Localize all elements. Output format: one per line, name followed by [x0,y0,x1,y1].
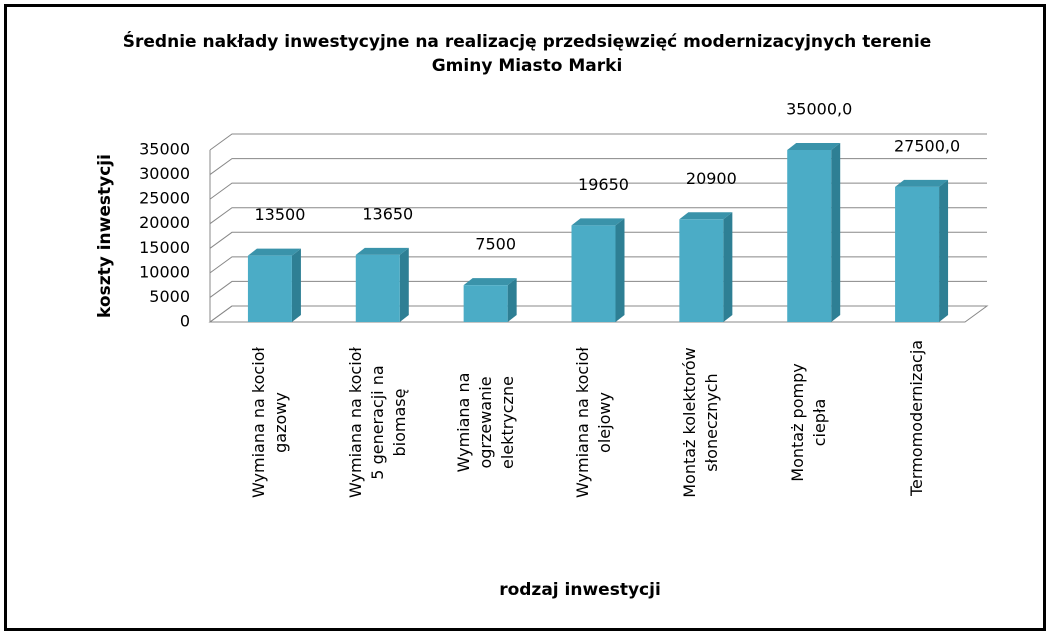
bar [679,219,724,322]
x-tick-label: Wymiana na kocioł gazowy [248,347,290,498]
grid-line [209,207,987,225]
bar-top [463,278,517,286]
y-tick-label: 25000 [139,189,190,208]
bar-top [355,247,409,255]
x-tick-label: Termomodernizacja [907,339,927,496]
bar [463,285,508,322]
bar-top [679,212,733,220]
bar-side [291,248,301,322]
grid-line [209,256,987,274]
bar-top [571,218,625,226]
grid-line [209,158,987,175]
y-tick-label: 0 [180,312,190,331]
y-tick-label: 20000 [139,213,190,232]
y-tick-label: 35000 [139,140,190,159]
grid-line [209,182,987,200]
y-axis-label: koszty inwestycji [95,154,115,318]
y-tick-label: 15000 [139,238,190,257]
bar-side [831,143,841,322]
data-label: 20900 [686,169,737,188]
bar-side [507,278,517,322]
x-tick-label: Wymiana na kocioł olejowy [572,347,614,498]
data-label: 35000,0 [786,100,852,119]
data-label: 7500 [475,235,516,254]
bar-top [895,179,949,187]
grid-line [209,133,987,151]
data-label: 19650 [578,175,629,194]
y-tick-label: 5000 [149,287,190,306]
chart-title: Średnie nakłady inwestycyjne na realizac… [122,32,932,52]
data-label: 13650 [362,204,413,223]
frame [4,4,1046,631]
bar [787,150,832,322]
x-tick-label: Wymiana na ogrzewanie elektryczne [453,372,517,473]
bar-side [939,179,949,322]
chart-title: Gminy Miasto Marki [431,56,623,76]
grid-line [209,305,987,323]
bar [895,186,940,322]
bar-top [247,248,301,256]
y-tick-label: 30000 [139,164,190,183]
x-tick-label: Montaż kolektorów słonecznych [680,347,722,498]
bar [571,225,616,322]
data-label: 13500 [254,205,305,224]
x-tick-label: Montaż pompy ciepła [788,363,830,482]
grid-line [209,231,987,249]
bar-top [787,143,841,150]
x-axis-label: rodzaj inwestycji [499,580,661,600]
bar [355,254,400,322]
data-label: 27500,0 [894,136,960,155]
bar-side [615,218,625,322]
bar-side [399,247,409,322]
grid-line [209,280,987,298]
bar-side [723,212,733,322]
y-tick-label: 10000 [139,262,190,281]
bar [247,255,292,322]
x-tick-label: Wymiana na kocioł 5 generacji na biomasę [345,347,409,498]
